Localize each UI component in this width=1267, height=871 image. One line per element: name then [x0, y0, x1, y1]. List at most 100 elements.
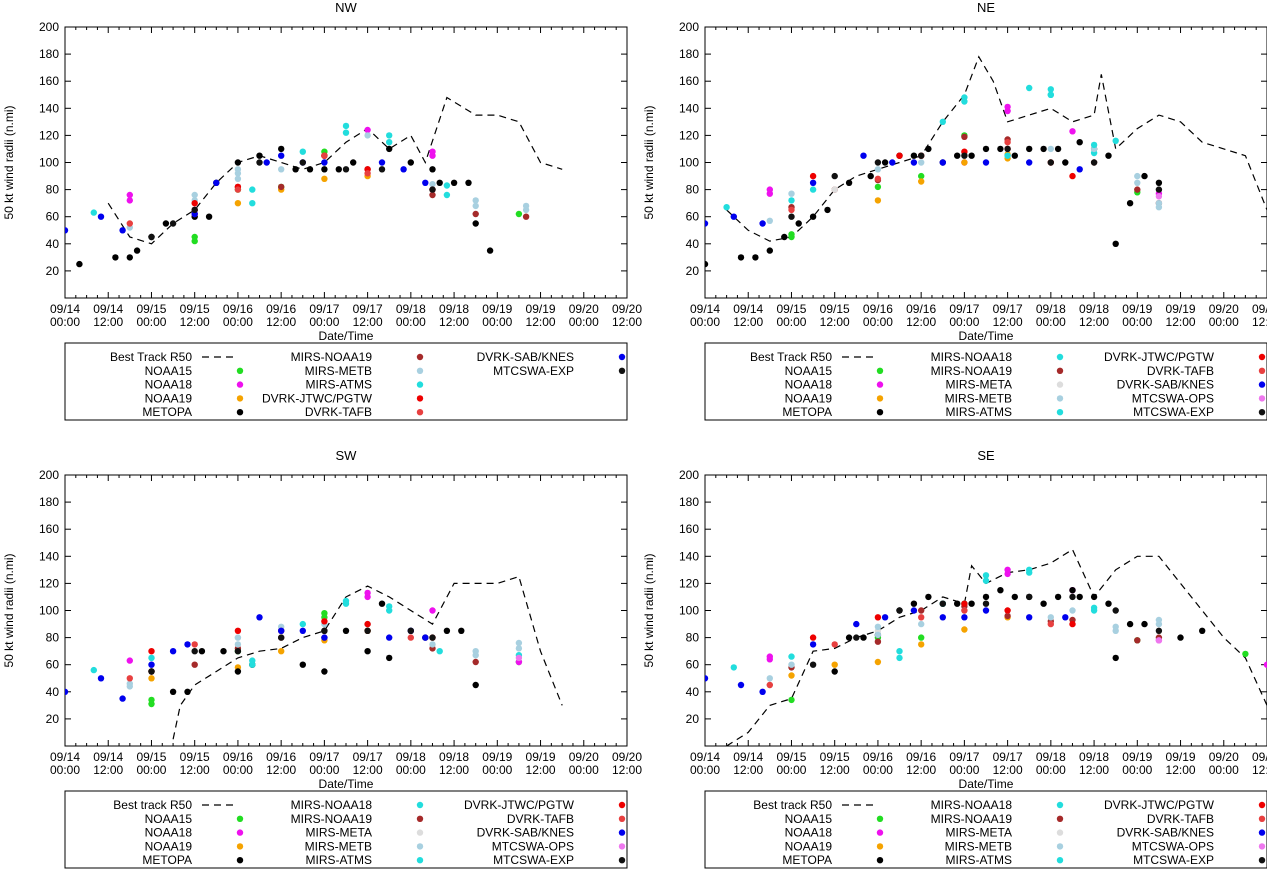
- x-tick-time: 00:00: [136, 315, 166, 329]
- panel-title: NW: [335, 0, 357, 15]
- point-noaa18: [126, 191, 133, 199]
- point-dvrk-tafb: [234, 186, 242, 193]
- legend-label: Best track R50: [753, 798, 832, 812]
- point-metopa: [443, 627, 451, 634]
- point-noaa15: [191, 233, 198, 241]
- legend-label: DVRK-SAB/KNES: [1117, 378, 1214, 392]
- legend-label: MTCSWA-OPS: [1132, 839, 1214, 853]
- point-dvrk-jtwc-pgtw: [809, 634, 817, 641]
- point-mirs-atms: [342, 597, 350, 605]
- x-tick-time: 12:00: [1252, 763, 1267, 777]
- x-tick-date: 09/15: [820, 302, 850, 316]
- point-noaa18: [1004, 103, 1011, 111]
- x-tick-time: 12:00: [1079, 315, 1109, 329]
- legend-marker: [236, 815, 244, 822]
- legend-marker: [416, 857, 424, 864]
- point-mtcswa-exp: [299, 159, 306, 166]
- point-noaa15: [918, 634, 925, 641]
- x-tick-date: 09/16: [906, 302, 936, 316]
- point-dvrk-sab-knes: [213, 179, 220, 186]
- point-noaa15: [788, 696, 795, 704]
- point-dvrk-sab-knes: [860, 152, 867, 159]
- point-metopa: [1112, 654, 1119, 662]
- x-tick-time: 00:00: [949, 763, 979, 777]
- x-tick-date: 09/17: [353, 302, 383, 316]
- point-mtcswa-exp: [1112, 607, 1119, 614]
- x-tick-date: 09/16: [223, 750, 253, 764]
- point-metopa: [1141, 620, 1148, 628]
- point-dvrk-sab-knes: [386, 634, 393, 641]
- legend-marker: [618, 857, 626, 864]
- x-tick-date: 09/18: [1036, 750, 1066, 764]
- point-noaa18: [1263, 661, 1267, 668]
- point-dvrk-sab-knes: [705, 675, 709, 682]
- point-mtcswa-exp: [1069, 593, 1076, 601]
- best-track-line: [172, 575, 563, 740]
- legend-label: MTCSWA-OPS: [1132, 391, 1214, 405]
- legend-label: METOPA: [782, 405, 832, 419]
- legend-marker: [1258, 857, 1266, 864]
- point-mirs-noaa18: [982, 577, 990, 584]
- point-dvrk-sab-knes: [853, 620, 860, 628]
- point-mirs-metb: [1047, 145, 1054, 153]
- point-metopa: [112, 254, 119, 261]
- point-mirs-atms: [1047, 86, 1054, 93]
- x-tick-time: 00:00: [482, 763, 512, 777]
- y-tick-label: 20: [46, 712, 60, 726]
- legend-label: DVRK-JTWC/PGTW: [1104, 798, 1215, 812]
- x-tick-date: 09/16: [863, 302, 893, 316]
- legend-label: MIRS-NOAA18: [291, 798, 373, 812]
- legend-marker: [618, 353, 626, 361]
- point-metopa: [321, 166, 328, 173]
- point-mirs-atms: [249, 657, 256, 664]
- x-tick-time: 12:00: [612, 763, 642, 777]
- point-mirs-metb: [874, 631, 882, 639]
- legend-label: Best track R50: [113, 798, 192, 812]
- point-noaa19: [874, 658, 882, 666]
- point-mtcswa-exp: [831, 172, 838, 180]
- x-tick-date: 09/17: [309, 750, 339, 764]
- point-mtcswa-exp: [169, 220, 177, 227]
- x-tick-time: 00:00: [136, 763, 166, 777]
- x-tick-time: 00:00: [690, 763, 720, 777]
- x-tick-time: 12:00: [733, 315, 763, 329]
- y-tick-label: 200: [39, 468, 59, 482]
- data-layer: [65, 96, 563, 268]
- x-tick-date: 09/14: [733, 750, 763, 764]
- point-mtcswa-exp: [278, 634, 285, 641]
- y-tick-label: 40: [46, 237, 60, 251]
- legend-marker: [876, 857, 884, 864]
- x-tick-time: 00:00: [396, 315, 426, 329]
- point-mtcswa-exp: [364, 627, 371, 634]
- y-tick-label: 80: [46, 183, 60, 197]
- point-noaa18: [766, 186, 773, 193]
- y-tick-label: 180: [679, 495, 699, 509]
- point-mirs-atms: [342, 129, 350, 136]
- point-noaa18: [1069, 128, 1076, 135]
- point-mtcswa-exp: [256, 159, 263, 166]
- point-mirs-metb: [918, 159, 925, 166]
- legend-marker: [416, 381, 424, 388]
- x-tick-date: 09/15: [180, 750, 210, 764]
- legend-marker: [1258, 367, 1266, 374]
- point-mirs-metb: [874, 623, 882, 630]
- x-tick-date: 09/19: [482, 302, 512, 316]
- x-tick-time: 00:00: [863, 315, 893, 329]
- x-tick-date: 09/18: [439, 750, 469, 764]
- legend-marker: [876, 367, 884, 374]
- x-tick-time: 00:00: [776, 315, 806, 329]
- legend-label: Best Track R50: [110, 350, 192, 364]
- x-tick-date: 09/14: [690, 750, 720, 764]
- point-mirs-metb: [1112, 623, 1119, 630]
- point-mirs-atms: [896, 654, 903, 662]
- x-tick-time: 12:00: [993, 315, 1023, 329]
- x-tick-time: 12:00: [439, 315, 469, 329]
- point-mtcswa-exp: [896, 607, 903, 614]
- y-tick-label: 200: [679, 468, 699, 482]
- y-tick-label: 160: [679, 74, 699, 88]
- point-metopa: [1126, 620, 1134, 628]
- point-metopa: [860, 634, 867, 641]
- point-mirs-atms: [443, 191, 451, 199]
- point-metopa: [472, 220, 479, 227]
- point-metopa: [306, 166, 314, 173]
